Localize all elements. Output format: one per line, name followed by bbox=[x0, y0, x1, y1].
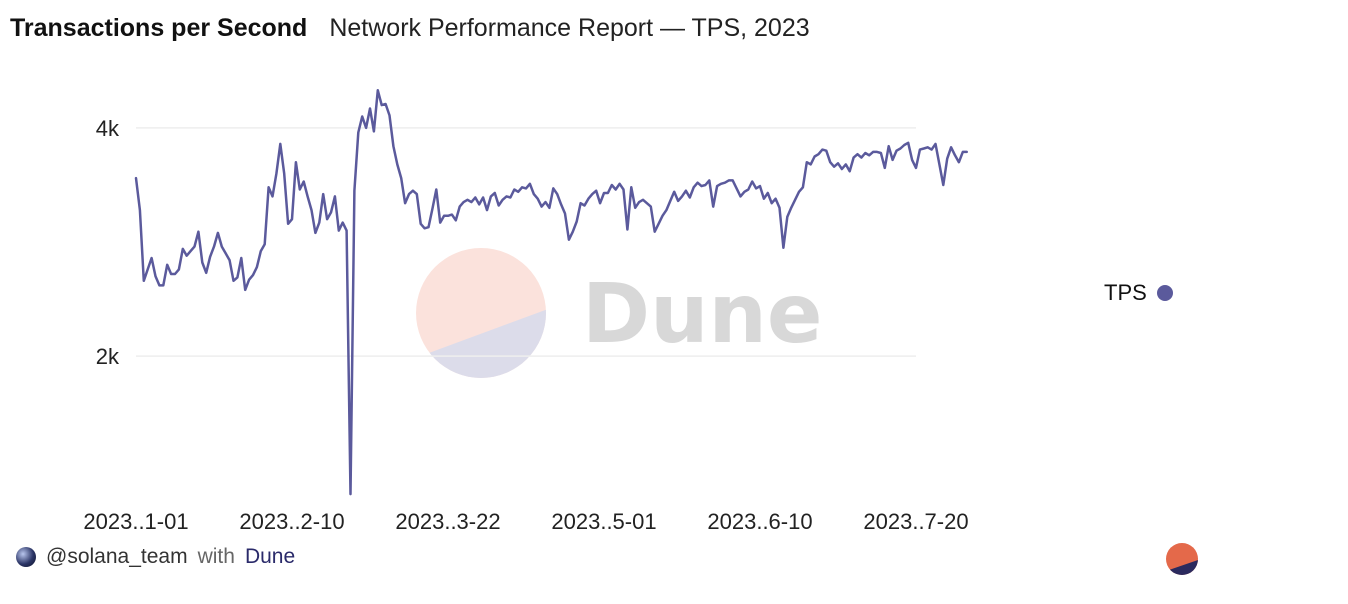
y-tick-label: 2k bbox=[96, 344, 120, 369]
x-tick-label: 2023..3-22 bbox=[395, 509, 500, 534]
y-tick-label: 4k bbox=[96, 116, 120, 141]
dune-watermark: Dune bbox=[416, 248, 822, 378]
footer-with-text: with bbox=[197, 545, 235, 568]
chart-legend[interactable]: TPS bbox=[1104, 280, 1173, 306]
x-tick-label: 2023..6-10 bbox=[707, 509, 812, 534]
creator-handle[interactable]: @solana_team bbox=[46, 545, 188, 568]
chart-header: Transactions per Second Network Performa… bbox=[10, 14, 810, 43]
dune-logo-icon[interactable] bbox=[1166, 543, 1198, 575]
avatar-icon[interactable] bbox=[16, 547, 36, 567]
x-axis: 2023..1-01 2023..2-10 2023..3-22 2023..5-01… bbox=[83, 509, 968, 534]
chart-subtitle: Network Performance Report — TPS, 2023 bbox=[329, 14, 810, 42]
x-tick-label: 2023..5-01 bbox=[551, 509, 656, 534]
chart-gridlines bbox=[136, 127, 916, 357]
watermark-circle-bottom bbox=[416, 309, 546, 378]
legend-label-tps: TPS bbox=[1104, 280, 1147, 305]
x-tick-label: 2023..1-01 bbox=[83, 509, 188, 534]
y-axis: 2k 4k bbox=[96, 116, 120, 369]
series-layer bbox=[134, 89, 968, 496]
watermark-text: Dune bbox=[582, 267, 822, 362]
x-tick-label: 2023..7-20 bbox=[863, 509, 968, 534]
x-tick-label: 2023..2-10 bbox=[239, 509, 344, 534]
chart-footer: @solana_team with Dune bbox=[16, 545, 295, 569]
dune-brand-link[interactable]: Dune bbox=[244, 545, 296, 568]
chart-title: Transactions per Second bbox=[10, 14, 308, 42]
legend-swatch-icon bbox=[1156, 285, 1173, 301]
series-line-tps[interactable] bbox=[134, 89, 968, 496]
